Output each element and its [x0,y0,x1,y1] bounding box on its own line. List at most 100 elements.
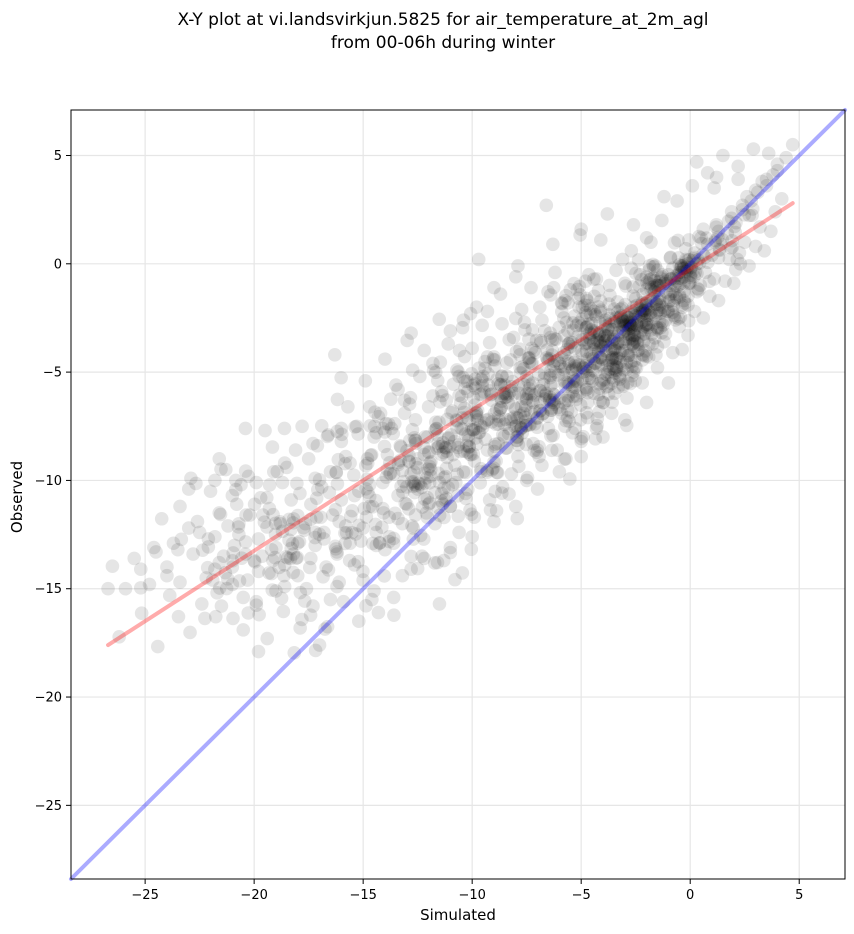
scatter-point [524,386,539,401]
scatter-point [461,445,475,460]
scatter-point [231,520,246,534]
scatter-point [428,516,442,531]
scatter-point [605,351,619,365]
scatter-point [566,371,581,386]
y-tick-label: −15 [35,582,62,597]
scatter-point [567,341,582,356]
scatter-point [362,399,377,414]
scatter-point [619,418,634,433]
scatter-point [491,377,506,391]
scatter-point [627,322,642,337]
scatter-point [759,172,774,187]
scatter-point [598,319,613,333]
scatter-point [272,560,287,575]
scatter-point [708,235,722,250]
scatter-point [430,428,445,442]
scatter-point [338,526,352,540]
scatter-point [587,289,602,304]
scatter-point [447,458,462,473]
scatter-point [568,358,582,373]
scatter-point [309,510,324,525]
scatter-point [339,525,354,540]
scatter-point [566,323,581,337]
scatter-point [210,586,224,600]
scatter-point [265,440,280,454]
scatter-point [663,287,678,301]
scatter-point [539,386,554,401]
scatter-point [142,577,157,592]
scatter-point [437,471,451,485]
scatter-point [589,309,604,324]
scatter-point [657,334,671,349]
scatter-point [698,250,713,264]
scatter-point [725,233,739,248]
scatter-point [603,362,617,377]
scatter-point [302,560,317,575]
scatter-point [779,150,793,165]
scatter-point [475,318,490,333]
scatter-point [396,485,410,499]
scatter-point [623,318,638,333]
scatter-point [331,452,346,467]
scatter-point [572,300,586,314]
scatter-point [329,542,343,556]
scatter-point [660,276,675,291]
scatter-point [398,496,413,511]
scatter-point [696,311,711,325]
scatter-point [571,316,586,330]
scatter-point [332,514,346,529]
scatter-point [464,448,478,462]
scatter-point [650,278,664,293]
scatter-point [290,508,305,523]
scatter-point [501,427,516,441]
scatter-point [546,393,560,408]
scatter-point [379,416,393,431]
scatter-point [675,342,689,357]
scatter-point [444,405,458,420]
scatter-point [647,273,662,288]
scatter-point [472,425,487,440]
scatter-point [546,237,560,252]
scatter-point [468,421,483,436]
scatter-point [477,416,492,430]
scatter-point [371,605,386,620]
scatter-point [440,412,455,427]
scatter-point [544,395,559,410]
scatter-point [622,321,636,336]
scatter-point [661,304,676,319]
scatter-point [417,440,431,455]
scatter-point [696,222,711,236]
scatter-point [572,279,587,294]
scatter-point [645,280,659,295]
scatter-point [469,300,484,314]
scatter-point [543,390,557,405]
scatter-point [522,350,537,365]
scatter-point [502,332,517,347]
scatter-point [453,444,468,459]
scatter-point [304,551,318,566]
scatter-point [220,571,235,586]
scatter-point [373,406,388,421]
scatter-point [607,302,622,316]
scatter-point [648,280,663,295]
scatter-point [150,639,165,654]
scatter-point [548,365,562,379]
scatter-point [290,550,305,565]
scatter-point [666,298,681,313]
scatter-point [394,440,408,454]
scatter-point [334,427,349,442]
scatter-point [593,339,608,353]
scatter-point [673,310,688,324]
scatter-point [587,386,601,401]
scatter-point [432,597,447,611]
scatter-point [391,511,405,526]
scatter-point [583,333,598,348]
scatter-point [511,378,526,393]
scatter-point [530,420,544,435]
scatter-point [476,374,490,388]
scatter-point [554,359,568,374]
scatter-point [570,282,585,297]
scatter-point [520,470,535,485]
scatter-point [600,367,614,382]
scatter-point [655,325,669,340]
